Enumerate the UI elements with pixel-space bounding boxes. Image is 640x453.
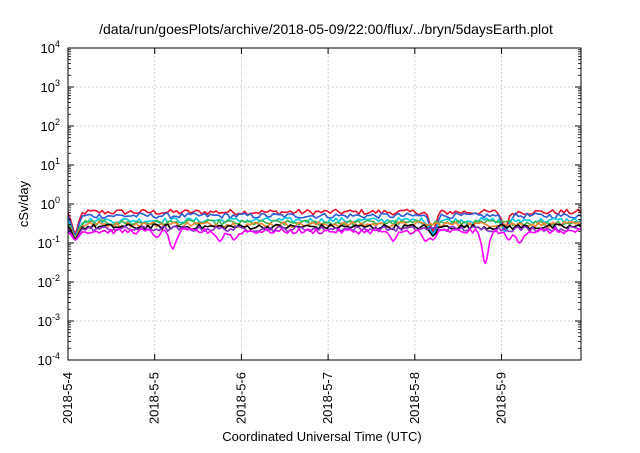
x-tick-label: 2018-5-6	[233, 372, 248, 424]
y-tick-label: 100	[41, 195, 60, 212]
series-line	[67, 223, 582, 240]
y-tick-label: 10-4	[38, 351, 60, 368]
data-series	[67, 208, 582, 265]
x-tick-label: 2018-5-4	[60, 372, 75, 424]
series-line	[67, 220, 582, 239]
y-tick-label: 10-1	[38, 234, 60, 251]
series-line	[67, 212, 582, 236]
x-tick-label: 2018-5-9	[494, 372, 509, 424]
y-axis-label: cSv/day	[16, 180, 31, 227]
chart-title: /data/run/goesPlots/archive/2018-05-09/2…	[99, 21, 553, 37]
y-tick-label: 101	[41, 156, 60, 173]
x-tick-label: 2018-5-8	[407, 372, 422, 424]
plot-frame	[67, 47, 582, 361]
x-tick-label: 2018-5-5	[147, 372, 162, 424]
y-tick-label: 10-3	[38, 312, 60, 329]
series-line	[67, 227, 582, 265]
y-tick-label: 104	[41, 39, 60, 56]
y-tick-label: 10-2	[38, 273, 60, 290]
y-tick-label: 102	[41, 117, 60, 134]
tick-labels: 10-4 10-3 10-2 10-1 100 101 102 103 104 2018-5-4 2…	[38, 39, 509, 424]
series-line	[67, 208, 582, 234]
grid-lines	[68, 48, 581, 360]
x-axis-label: Coordinated Universal Time (UTC)	[222, 429, 421, 444]
x-tick-label: 2018-5-7	[320, 372, 335, 424]
y-tick-label: 103	[41, 78, 60, 95]
